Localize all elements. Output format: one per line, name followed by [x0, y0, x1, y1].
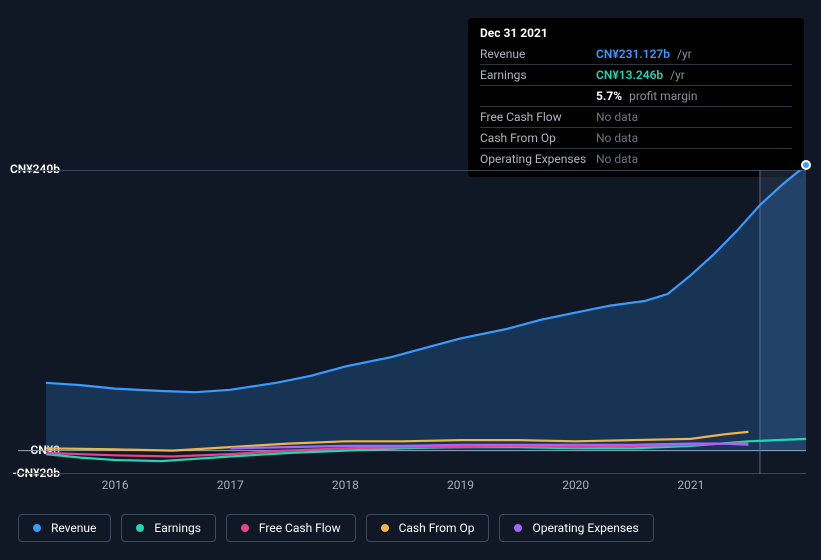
tooltip-label: Cash From Op — [480, 131, 596, 145]
hover-marker — [801, 160, 811, 170]
legend-dot — [381, 524, 389, 532]
x-tick-label: 2017 — [217, 478, 244, 492]
legend-item-cfo[interactable]: Cash From Op — [366, 514, 490, 542]
legend-label: Earnings — [154, 521, 201, 535]
x-tick-label: 2019 — [447, 478, 474, 492]
legend-label: Free Cash Flow — [259, 521, 341, 535]
tooltip-row: EarningsCN¥13.246b /yr — [480, 64, 792, 85]
legend-dot — [241, 524, 249, 532]
legend-label: Cash From Op — [399, 521, 475, 535]
legend-label: Operating Expenses — [532, 521, 638, 535]
legend-dot — [136, 524, 144, 532]
legend-item-revenue[interactable]: Revenue — [18, 514, 111, 542]
tooltip-row: Cash From OpNo data — [480, 127, 792, 148]
x-tick-label: 2018 — [332, 478, 359, 492]
tooltip-label: Earnings — [480, 68, 596, 82]
legend-item-fcf[interactable]: Free Cash Flow — [226, 514, 356, 542]
tooltip-date: Dec 31 2021 — [480, 26, 792, 40]
legend-label: Revenue — [51, 521, 96, 535]
x-axis: 2016 2017 2018 2019 2020 2021 — [18, 478, 806, 498]
tooltip-label: Operating Expenses — [480, 152, 596, 166]
tooltip-row: 5.7% profit margin — [480, 85, 792, 106]
chart-tooltip: Dec 31 2021 RevenueCN¥231.127b /yrEarnin… — [468, 18, 804, 177]
legend-dot — [33, 524, 41, 532]
x-tick-label: 2016 — [102, 478, 129, 492]
tooltip-value: No data — [596, 152, 792, 166]
tooltip-label: Revenue — [480, 47, 596, 61]
tooltip-value: No data — [596, 110, 792, 124]
legend-item-earnings[interactable]: Earnings — [121, 514, 216, 542]
financials-chart[interactable] — [18, 170, 806, 474]
tooltip-label: Free Cash Flow — [480, 110, 596, 124]
x-tick-label: 2021 — [677, 478, 704, 492]
tooltip-value: CN¥231.127b /yr — [596, 47, 792, 61]
tooltip-row: Free Cash FlowNo data — [480, 106, 792, 127]
legend-item-opex[interactable]: Operating Expenses — [499, 514, 653, 542]
tooltip-row: RevenueCN¥231.127b /yr — [480, 44, 792, 64]
x-tick-label: 2020 — [562, 478, 589, 492]
tooltip-row: Operating ExpensesNo data — [480, 148, 792, 169]
tooltip-value: 5.7% profit margin — [596, 89, 792, 103]
tooltip-value: CN¥13.246b /yr — [596, 68, 792, 82]
tooltip-label — [480, 89, 596, 103]
legend-dot — [514, 524, 522, 532]
tooltip-value: No data — [596, 131, 792, 145]
chart-legend: Revenue Earnings Free Cash Flow Cash From O… — [18, 514, 654, 542]
